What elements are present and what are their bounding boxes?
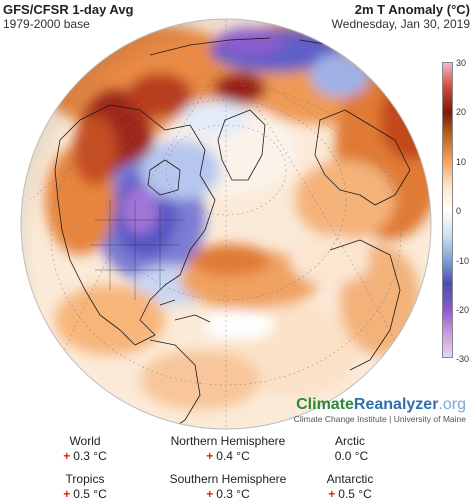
stat-world-value: +0.3 °C <box>0 449 170 464</box>
stat-tropics: Tropics +0.5 °C <box>0 472 170 502</box>
brand-name-part-c: .org <box>438 396 466 413</box>
stat-antarctic-number: 0.5 °C <box>338 487 372 501</box>
stat-sh-number: 0.3 °C <box>216 487 250 501</box>
stat-tropics-value: +0.5 °C <box>0 487 170 502</box>
header-left: GFS/CFSR 1-day Avg 1979-2000 base <box>3 2 134 32</box>
brand-name: ClimateReanalyzer.org <box>294 396 466 414</box>
stat-nh-sign: + <box>206 449 214 463</box>
stat-arctic-label: Arctic <box>335 434 365 448</box>
date-label: Wednesday, Jan 30, 2019 <box>331 17 470 31</box>
colorbar-tick-30: 30 <box>456 58 467 68</box>
model-title: GFS/CFSR 1-day Avg <box>3 2 134 17</box>
brand-logo[interactable]: ClimateReanalyzer.org Climate Change Ins… <box>294 396 466 425</box>
brand-subtitle: Climate Change Institute | University of… <box>293 414 466 424</box>
stat-arctic-value: 0.0 °C <box>265 449 435 464</box>
stat-sh-label: Southern Hemisphere <box>169 472 287 486</box>
colorbar-tick-minus-20: -20 <box>456 305 470 315</box>
stat-nh-number: 0.4 °C <box>216 449 250 463</box>
stat-nh-label: Northern Hemisphere <box>170 434 286 448</box>
stat-arctic-number: 0.0 °C <box>334 449 369 463</box>
stat-world: World +0.3 °C <box>0 434 170 464</box>
colorbar-gradient <box>442 62 453 358</box>
stat-northern-hemisphere: Northern Hemisphere +0.4 °C <box>143 434 313 464</box>
stat-arctic: Arctic 0.0 °C <box>265 434 435 464</box>
stat-antarctic-value: +0.5 °C <box>265 487 435 502</box>
stat-sh-sign: + <box>206 487 214 501</box>
variable-title: 2m T Anomaly (°C) <box>354 2 470 17</box>
colorbar-tick-minus-30: -30 <box>456 354 470 364</box>
stat-world-sign: + <box>63 449 71 463</box>
stat-tropics-sign: + <box>63 487 71 501</box>
brand-name-part-a: Climate <box>296 396 354 413</box>
colorbar-tick-0: 0 <box>456 206 462 216</box>
stat-southern-hemisphere: Southern Hemisphere +0.3 °C <box>143 472 313 502</box>
stat-antarctic-sign: + <box>328 487 336 501</box>
stat-tropics-label: Tropics <box>65 472 105 486</box>
stat-world-label: World <box>69 434 101 448</box>
stat-nh-value: +0.4 °C <box>143 449 313 464</box>
colorbar-tick-20: 20 <box>456 107 467 117</box>
stat-tropics-number: 0.5 °C <box>73 487 107 501</box>
stat-sh-value: +0.3 °C <box>143 487 313 502</box>
brand-name-part-b: Reanalyzer <box>353 396 439 413</box>
colorbar-tick-10: 10 <box>456 157 467 167</box>
base-period: 1979-2000 base <box>3 17 90 31</box>
header-right: 2m T Anomaly (°C) Wednesday, Jan 30, 201… <box>332 2 470 32</box>
colorbar-tick-minus-10: -10 <box>456 256 470 266</box>
stat-world-number: 0.3 °C <box>73 449 107 463</box>
stat-antarctic-label: Antarctic <box>326 472 374 486</box>
stat-antarctic: Antarctic +0.5 °C <box>265 472 435 502</box>
stats-panel: World +0.3 °C Northern Hemisphere +0.4 °… <box>0 434 474 501</box>
